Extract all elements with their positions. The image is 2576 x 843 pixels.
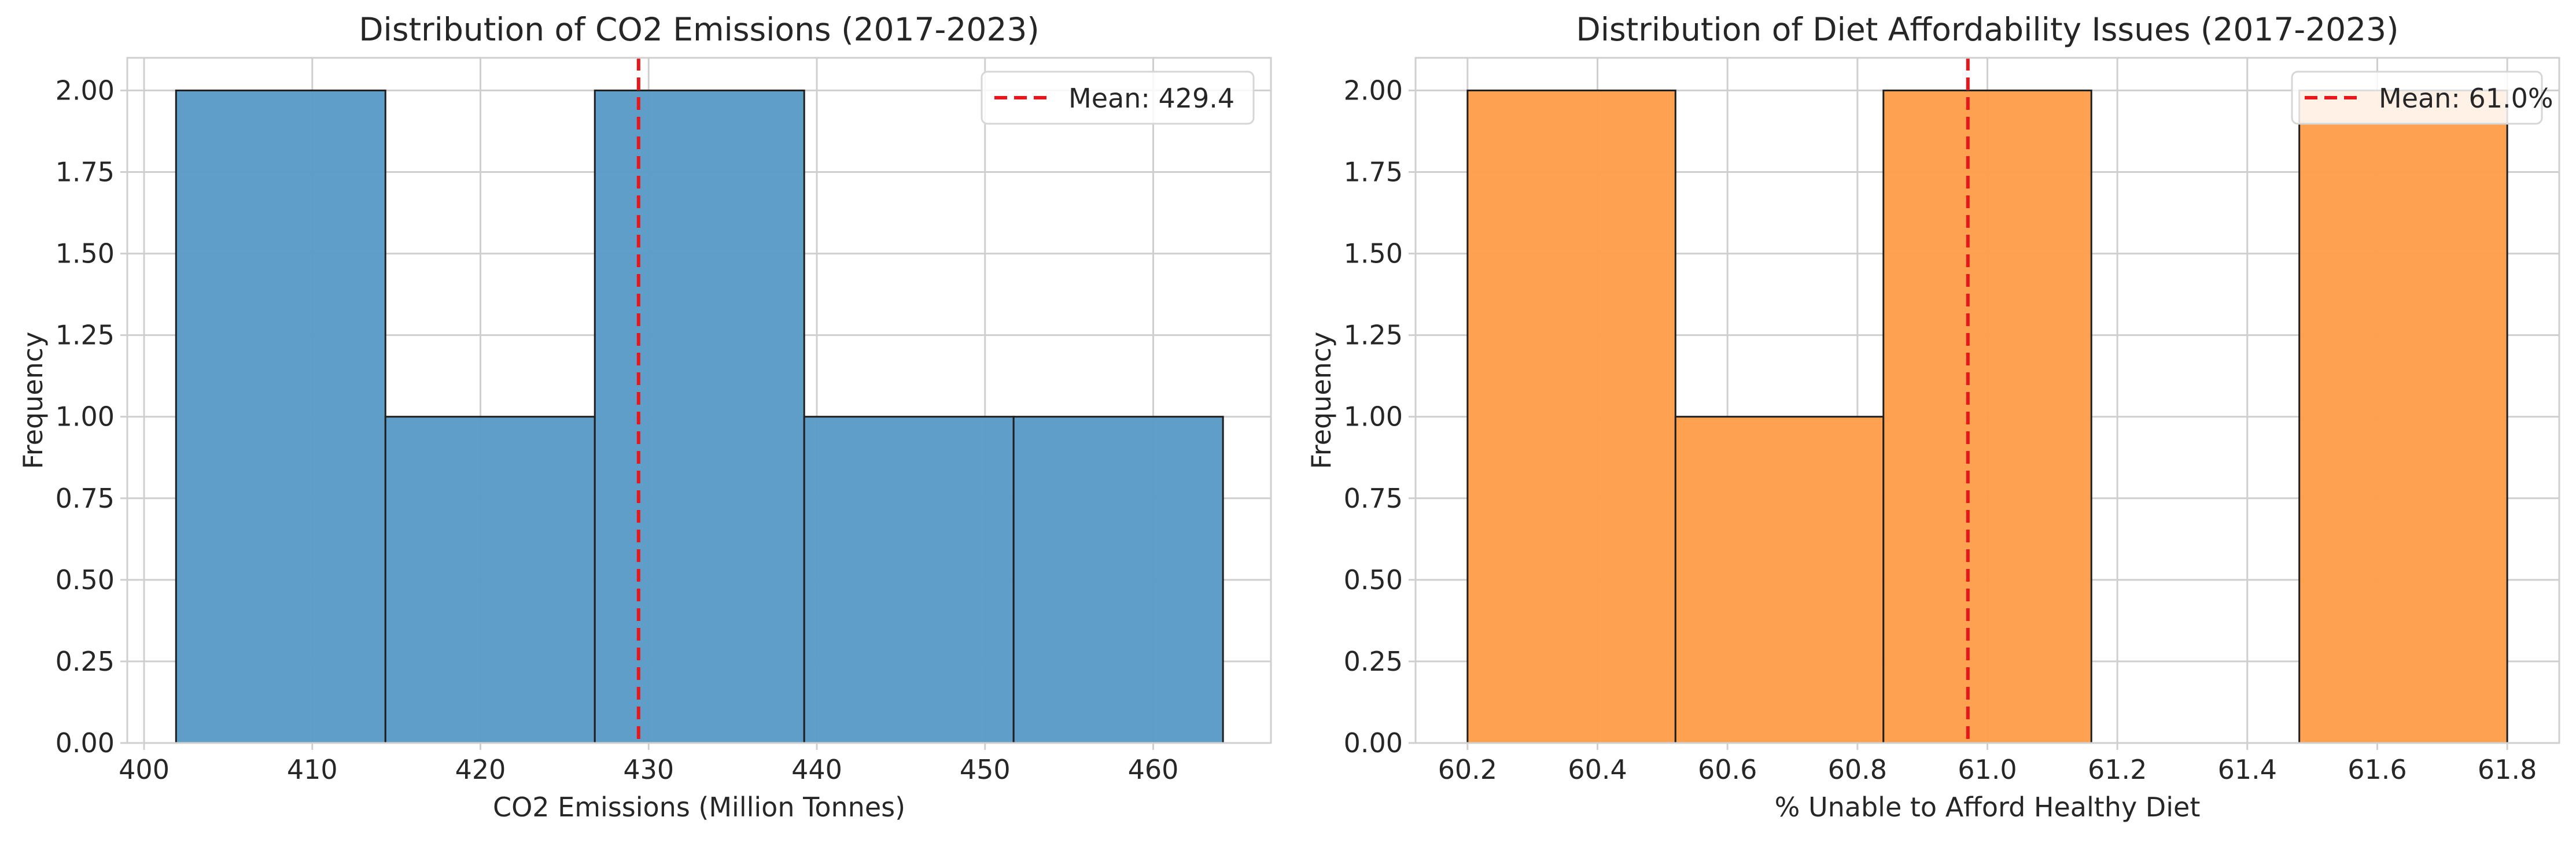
histogram-bar (1012, 416, 1224, 744)
legend-box (981, 71, 1255, 125)
x-tick-label: 450 (960, 754, 1011, 785)
y-tick-label: 0.50 (1344, 564, 1403, 596)
y-tick-label: 1.75 (56, 157, 115, 188)
x-tick-label: 60.8 (1828, 754, 1887, 785)
x-axis-label: CO2 Emissions (Million Tonnes) (493, 792, 905, 823)
x-tick-label: 61.2 (2088, 754, 2147, 785)
x-tick-label: 420 (455, 754, 506, 785)
legend-label: Mean: 429.4 (1068, 83, 1234, 114)
y-tick-label: 0.25 (56, 646, 115, 677)
x-tick-label: 400 (119, 754, 169, 785)
plot-frame (126, 57, 1272, 744)
histogram-bar (384, 416, 596, 744)
y-tick-label: 1.00 (1344, 401, 1403, 432)
histogram-bar (1466, 89, 1676, 744)
y-tick-label: 1.25 (56, 320, 115, 351)
histogram-bar (2298, 89, 2508, 744)
legend-label: Mean: 61.0% (2379, 83, 2553, 114)
x-axis-label: % Unable to Afford Healthy Diet (1775, 792, 2201, 823)
y-tick-label: 0.75 (56, 483, 115, 514)
y-tick-label: 2.00 (1344, 75, 1403, 106)
legend-box (2291, 71, 2543, 125)
y-tick-label: 1.50 (56, 238, 115, 269)
y-tick-label: 1.50 (1344, 238, 1403, 269)
x-tick-label: 61.4 (2218, 754, 2277, 785)
histogram-bar (803, 416, 1015, 744)
y-axis-label: Frequency (17, 332, 49, 469)
x-tick-label: 460 (1128, 754, 1179, 785)
chart-title: Distribution of CO2 Emissions (2017-2023… (359, 11, 1040, 48)
y-tick-label: 0.25 (1344, 646, 1403, 677)
y-tick-label: 2.00 (56, 75, 115, 106)
legend: Mean: 61.0% (2291, 71, 2553, 125)
y-axis-label: Frequency (1306, 332, 1337, 469)
y-tick-label: 0.00 (56, 727, 115, 759)
x-tick-label: 440 (791, 754, 842, 785)
x-tick-label: 410 (287, 754, 338, 785)
x-tick-label: 61.6 (2347, 754, 2407, 785)
histogram-bar (594, 89, 805, 744)
y-tick-label: 1.25 (1344, 320, 1403, 351)
histogram-bar (175, 89, 386, 744)
y-tick-label: 1.75 (1344, 157, 1403, 188)
y-tick-label: 0.50 (56, 564, 115, 596)
x-tick-label: 60.4 (1568, 754, 1627, 785)
histogram-bar (1674, 416, 1885, 744)
chart-panel-1: 400 410 420 430 440 450 460 0.00 0.25 0.50 0.75 1.0… (17, 11, 1272, 823)
x-tick-label: 60.2 (1438, 754, 1497, 785)
chart-title: Distribution of Diet Affordability Issue… (1576, 11, 2398, 48)
x-tick-label: 61.8 (2478, 754, 2537, 785)
histogram-bar (1882, 89, 2092, 744)
x-tick-label: 60.6 (1698, 754, 1757, 785)
x-tick-label: 430 (623, 754, 674, 785)
legend: Mean: 429.4 (981, 71, 1255, 125)
y-tick-label: 0.75 (1344, 483, 1403, 514)
chart-panel-2: 60.2 60.4 60.6 60.8 61.0 61.2 61.4 61.6 61.8 0.00… (1306, 11, 2560, 823)
x-tick-label: 61.0 (1958, 754, 2017, 785)
y-tick-label: 0.00 (1344, 727, 1403, 759)
y-tick-label: 1.00 (56, 401, 115, 432)
